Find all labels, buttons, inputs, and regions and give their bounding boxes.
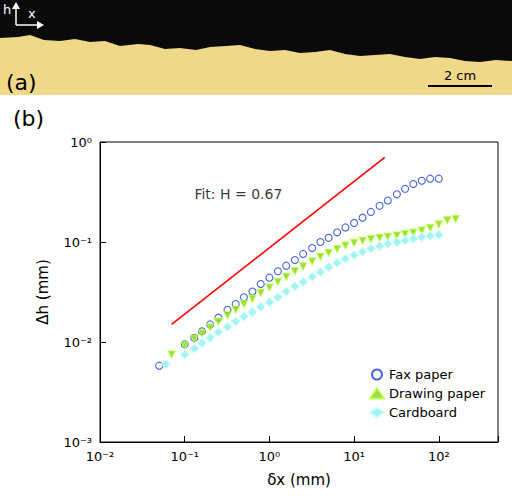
svg-text:Drawing paper: Drawing paper xyxy=(389,386,486,401)
svg-text:Fit: H = 0.67: Fit: H = 0.67 xyxy=(194,186,282,202)
svg-text:10⁻²: 10⁻² xyxy=(86,449,115,464)
svg-text:Δh (mm): Δh (mm) xyxy=(34,259,52,324)
svg-text:10⁰: 10⁰ xyxy=(70,135,92,150)
svg-text:h: h xyxy=(3,2,11,17)
svg-text:10⁻²: 10⁻² xyxy=(63,335,92,350)
svg-text:10¹: 10¹ xyxy=(343,449,365,464)
svg-text:10⁻¹: 10⁻¹ xyxy=(170,449,199,464)
svg-text:10⁻¹: 10⁻¹ xyxy=(63,235,92,250)
svg-text:x: x xyxy=(28,6,36,21)
svg-text:2 cm: 2 cm xyxy=(444,68,476,83)
svg-text:10⁰: 10⁰ xyxy=(259,449,281,464)
svg-text:(b): (b) xyxy=(13,106,44,131)
svg-text:(a): (a) xyxy=(6,70,37,95)
svg-text:Cardboard: Cardboard xyxy=(389,405,457,420)
svg-text:δx (mm): δx (mm) xyxy=(267,471,331,489)
svg-text:10⁻³: 10⁻³ xyxy=(63,435,92,450)
svg-text:Fax paper: Fax paper xyxy=(389,367,454,382)
svg-text:10²: 10² xyxy=(428,449,450,464)
